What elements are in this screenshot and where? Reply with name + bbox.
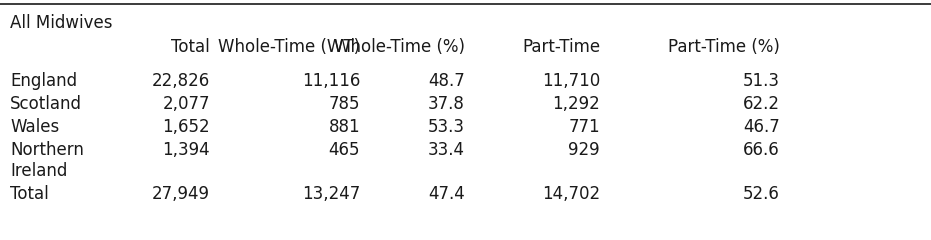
Text: 929: 929 bbox=[568, 141, 600, 159]
Text: 771: 771 bbox=[568, 118, 600, 136]
Text: Part-Time: Part-Time bbox=[522, 38, 600, 56]
Text: 62.2: 62.2 bbox=[743, 95, 780, 113]
Text: Ireland: Ireland bbox=[10, 162, 67, 180]
Text: 47.4: 47.4 bbox=[428, 185, 465, 203]
Text: 1,652: 1,652 bbox=[162, 118, 210, 136]
Text: 52.6: 52.6 bbox=[743, 185, 780, 203]
Text: Part-Time (%): Part-Time (%) bbox=[668, 38, 780, 56]
Text: 11,116: 11,116 bbox=[302, 72, 360, 90]
Text: 881: 881 bbox=[329, 118, 360, 136]
Text: Total: Total bbox=[10, 185, 48, 203]
Text: Whole-Time (%): Whole-Time (%) bbox=[334, 38, 465, 56]
Text: All Midwives: All Midwives bbox=[10, 14, 113, 32]
Text: 14,702: 14,702 bbox=[542, 185, 600, 203]
Text: 53.3: 53.3 bbox=[428, 118, 465, 136]
Text: 1,292: 1,292 bbox=[552, 95, 600, 113]
Text: 1,394: 1,394 bbox=[162, 141, 210, 159]
Text: 2,077: 2,077 bbox=[163, 95, 210, 113]
Text: Wales: Wales bbox=[10, 118, 60, 136]
Text: Northern: Northern bbox=[10, 141, 84, 159]
Text: Total: Total bbox=[171, 38, 210, 56]
Text: 66.6: 66.6 bbox=[743, 141, 780, 159]
Text: 785: 785 bbox=[329, 95, 360, 113]
Text: 48.7: 48.7 bbox=[428, 72, 465, 90]
Text: 33.4: 33.4 bbox=[428, 141, 465, 159]
Text: 27,949: 27,949 bbox=[152, 185, 210, 203]
Text: 22,826: 22,826 bbox=[152, 72, 210, 90]
Text: Whole-Time (WT): Whole-Time (WT) bbox=[218, 38, 360, 56]
Text: Scotland: Scotland bbox=[10, 95, 82, 113]
Text: 465: 465 bbox=[329, 141, 360, 159]
Text: 11,710: 11,710 bbox=[542, 72, 600, 90]
Text: 13,247: 13,247 bbox=[302, 185, 360, 203]
Text: 51.3: 51.3 bbox=[743, 72, 780, 90]
Text: England: England bbox=[10, 72, 77, 90]
Text: 46.7: 46.7 bbox=[743, 118, 780, 136]
Text: 37.8: 37.8 bbox=[428, 95, 465, 113]
